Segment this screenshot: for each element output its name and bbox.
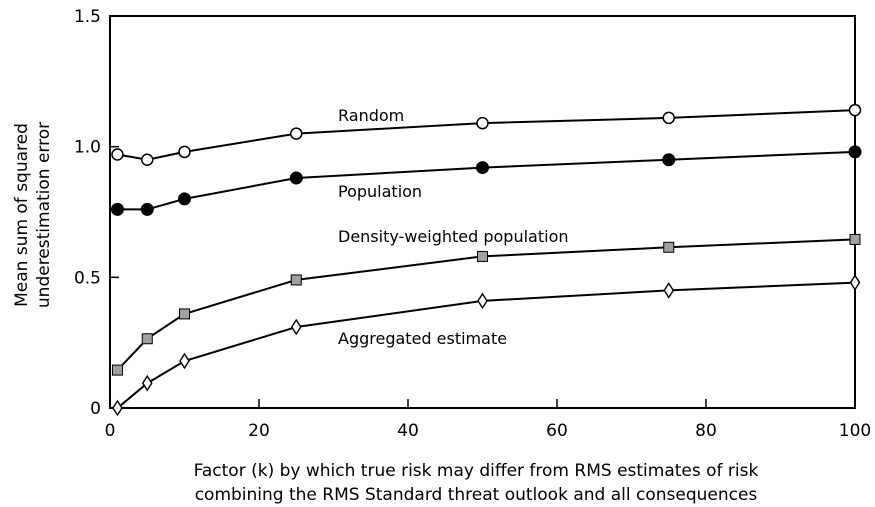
data-point-aggregated-estimate	[849, 274, 861, 291]
x-tick-label: 100	[839, 421, 871, 441]
data-point-population	[110, 202, 124, 216]
x-tick-label: 80	[695, 421, 717, 441]
data-point-aggregated-estimate	[112, 399, 123, 417]
data-point-density-weighted-population	[111, 364, 123, 376]
data-point-random	[662, 111, 675, 125]
series-aggregated-estimate	[112, 274, 861, 417]
data-point-population	[289, 171, 303, 185]
series-line-random	[117, 109, 856, 161]
data-point-population	[476, 161, 489, 175]
data-point-population	[178, 192, 191, 206]
y-axis-title-line-2: underestimation error	[34, 122, 54, 308]
series-label-density-weighted-population: Density-weighted population	[338, 227, 569, 246]
series-labels: Random Population Density-weighted populat…	[338, 106, 569, 348]
y-tick-label: 1.0	[74, 138, 101, 158]
series-density-weighted-population	[111, 233, 861, 376]
data-point-aggregated-estimate	[663, 282, 675, 299]
data-point-density-weighted-population	[141, 333, 153, 345]
y-tick-label: 0	[90, 399, 101, 419]
data-point-density-weighted-population	[179, 308, 190, 320]
x-tick-label: 40	[397, 421, 419, 441]
data-point-population	[848, 145, 862, 159]
x-tick-label: 20	[248, 421, 270, 441]
data-point-random	[111, 148, 124, 161]
data-point-random	[290, 127, 303, 140]
y-axis-title-line-1: Mean sum of squared	[12, 123, 32, 307]
data-point-density-weighted-population	[477, 250, 488, 262]
data-point-density-weighted-population	[849, 233, 861, 245]
x-axis-title-line-1: Factor (k) by which true risk may differ…	[194, 461, 759, 481]
data-point-random	[848, 103, 862, 117]
series-line-population	[117, 150, 856, 211]
data-point-density-weighted-population	[663, 241, 675, 253]
y-tick-label: 1.5	[74, 7, 101, 27]
plot-frame	[109, 15, 856, 409]
data-point-random	[141, 153, 154, 166]
data-point-aggregated-estimate	[141, 374, 153, 392]
data-point-population	[140, 202, 154, 216]
series-lines	[110, 103, 862, 417]
data-point-random	[178, 145, 191, 159]
y-axis-ticks: 0 0.5 1.0 1.5	[74, 7, 119, 419]
series-population	[110, 145, 862, 216]
x-tick-label: 0	[105, 421, 116, 441]
series-label-population: Population	[338, 182, 422, 201]
data-point-aggregated-estimate	[290, 318, 302, 336]
axis-titles: Factor (k) by which true risk may differ…	[12, 122, 758, 505]
axes	[109, 15, 856, 409]
x-tick-label: 60	[546, 421, 568, 441]
y-tick-label: 0.5	[74, 268, 101, 288]
x-axis-title-line-2: combining the RMS Standard threat outloo…	[195, 485, 758, 505]
data-point-aggregated-estimate	[477, 292, 488, 310]
series-label-random: Random	[338, 106, 404, 125]
data-point-density-weighted-population	[290, 274, 302, 286]
x-axis-ticks: 0 20 40 60 80 100	[105, 399, 871, 441]
data-point-random	[476, 116, 489, 130]
data-point-population	[662, 153, 676, 167]
data-point-aggregated-estimate	[179, 352, 190, 370]
series-random	[111, 103, 862, 166]
series-label-aggregated-estimate: Aggregated estimate	[338, 329, 507, 348]
